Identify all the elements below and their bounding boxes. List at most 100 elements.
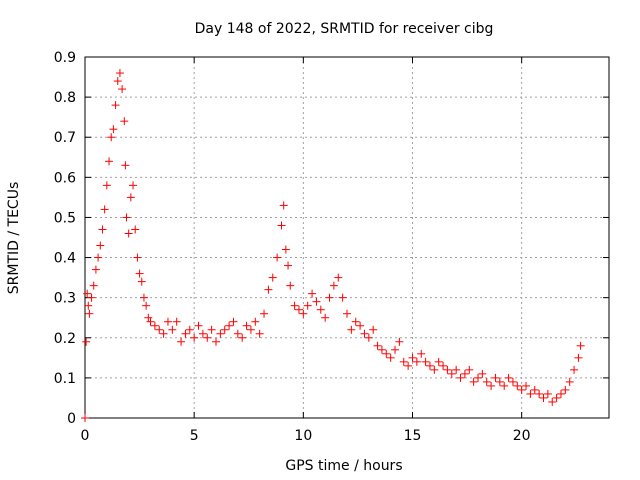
data-point bbox=[131, 225, 140, 234]
x-axis: 0 5 10 15 20 bbox=[81, 57, 531, 444]
data-point bbox=[412, 357, 421, 366]
data-point bbox=[122, 213, 131, 222]
data-point bbox=[251, 317, 260, 326]
data-point bbox=[121, 161, 130, 170]
y-tick-label: 0.1 bbox=[54, 371, 76, 387]
data-point bbox=[185, 325, 194, 334]
data-point bbox=[508, 377, 517, 386]
data-point bbox=[198, 329, 207, 338]
data-point bbox=[111, 101, 120, 110]
data-point bbox=[159, 329, 168, 338]
data-point bbox=[417, 349, 426, 358]
data-point bbox=[168, 325, 177, 334]
data-point bbox=[216, 329, 225, 338]
data-point bbox=[83, 289, 92, 298]
data-point bbox=[316, 305, 325, 314]
data-point bbox=[321, 313, 330, 322]
data-point bbox=[194, 321, 203, 330]
x-tick-label: 15 bbox=[404, 428, 422, 444]
data-point bbox=[150, 321, 159, 330]
data-point bbox=[233, 329, 242, 338]
chart-title: Day 148 of 2022, SRMTID for receiver cib… bbox=[195, 21, 494, 37]
data-point bbox=[482, 377, 491, 386]
data-point bbox=[373, 341, 382, 350]
y-axis-label: SRMTID / TECUs bbox=[6, 182, 22, 295]
data-point bbox=[126, 193, 135, 202]
data-point bbox=[425, 361, 434, 370]
data-point bbox=[460, 369, 469, 378]
data-point bbox=[399, 357, 408, 366]
data-point bbox=[203, 333, 212, 342]
data-point bbox=[284, 261, 293, 270]
data-point bbox=[281, 245, 290, 254]
data-point bbox=[181, 329, 190, 338]
y-tick-label: 0 bbox=[67, 411, 76, 427]
data-point bbox=[369, 325, 378, 334]
data-point bbox=[238, 333, 247, 342]
data-point bbox=[570, 365, 579, 374]
data-point bbox=[113, 77, 122, 86]
data-point bbox=[539, 393, 548, 402]
data-point bbox=[548, 397, 557, 406]
data-point bbox=[94, 253, 103, 262]
data-point bbox=[105, 157, 114, 166]
data-point bbox=[255, 329, 264, 338]
data-point bbox=[565, 377, 574, 386]
data-point bbox=[303, 301, 312, 310]
data-point bbox=[474, 373, 482, 382]
data-point bbox=[556, 389, 565, 398]
data-point bbox=[487, 381, 496, 390]
data-point bbox=[408, 353, 417, 362]
data-point bbox=[329, 281, 338, 290]
data-point bbox=[135, 269, 144, 278]
data-point bbox=[260, 309, 269, 318]
data-point bbox=[81, 414, 89, 422]
data-point bbox=[279, 201, 288, 210]
data-point bbox=[129, 181, 138, 190]
data-point bbox=[543, 389, 552, 398]
data-point bbox=[91, 265, 100, 274]
x-tick-label: 20 bbox=[513, 428, 531, 444]
data-point bbox=[146, 317, 155, 326]
data-point bbox=[351, 317, 360, 326]
data-point bbox=[443, 365, 452, 374]
data-point bbox=[177, 337, 186, 346]
data-point bbox=[294, 305, 303, 314]
data-point bbox=[552, 393, 561, 402]
y-tick-label: 0.8 bbox=[54, 90, 76, 106]
data-point bbox=[439, 361, 448, 370]
data-point bbox=[133, 253, 142, 262]
data-point bbox=[561, 385, 570, 394]
data-point bbox=[155, 325, 164, 334]
x-axis-label: GPS time / hours bbox=[285, 458, 402, 474]
data-point bbox=[277, 221, 286, 230]
data-point bbox=[465, 365, 474, 374]
data-point bbox=[225, 321, 234, 330]
data-point bbox=[395, 337, 404, 346]
data-point bbox=[386, 353, 395, 362]
data-point bbox=[115, 69, 124, 78]
data-point bbox=[144, 313, 153, 322]
data-point bbox=[107, 133, 116, 142]
y-tick-label: 0.9 bbox=[54, 50, 76, 66]
data-point bbox=[299, 309, 308, 318]
data-point bbox=[172, 317, 181, 326]
data-point bbox=[434, 357, 443, 366]
data-point bbox=[500, 381, 509, 390]
y-tick-label: 0.4 bbox=[54, 251, 76, 267]
data-point bbox=[96, 241, 105, 250]
data-point bbox=[338, 293, 347, 302]
data-point bbox=[163, 317, 172, 326]
data-point bbox=[325, 293, 334, 302]
data-point bbox=[82, 337, 91, 346]
data-point bbox=[308, 289, 317, 298]
data-point bbox=[576, 341, 585, 350]
y-tick-label: 0.2 bbox=[54, 331, 76, 347]
data-point bbox=[290, 301, 299, 310]
y-tick-label: 0.7 bbox=[54, 130, 76, 146]
data-points bbox=[81, 69, 585, 422]
data-point bbox=[522, 381, 531, 390]
x-tick-label: 10 bbox=[294, 428, 312, 444]
data-point bbox=[109, 125, 118, 134]
y-axis: 0 0.1 0.2 0.3 0.4 0.5 0.6 0.7 0.8 0.9 bbox=[54, 50, 609, 427]
